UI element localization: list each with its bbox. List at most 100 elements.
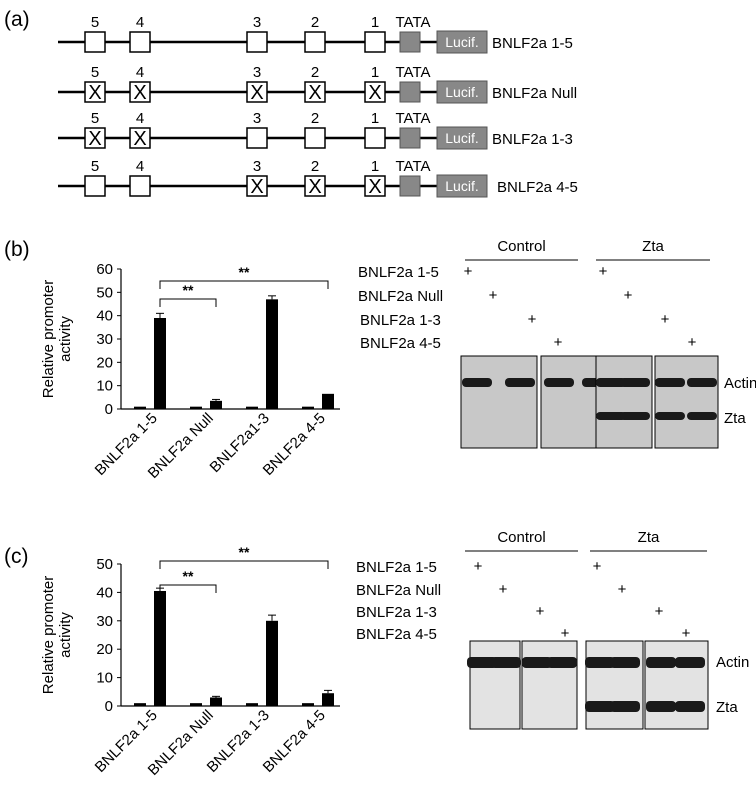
band-label-zta: Zta bbox=[716, 699, 738, 716]
site-number: 1 bbox=[371, 64, 379, 81]
mutation-mark: X bbox=[368, 176, 381, 198]
group-label: Control bbox=[497, 238, 545, 255]
y-tick-label: 10 bbox=[96, 670, 113, 687]
bar bbox=[266, 620, 278, 706]
row-label: BNLF2a 1-3 bbox=[356, 604, 437, 621]
plus-sign: + bbox=[554, 334, 563, 351]
mutation-mark: X bbox=[308, 82, 321, 104]
significance-label: ** bbox=[183, 282, 194, 298]
actin-band bbox=[620, 378, 650, 387]
significance-label: ** bbox=[183, 568, 194, 584]
actin-band bbox=[655, 378, 685, 387]
actin-band bbox=[610, 657, 640, 668]
actin-band bbox=[646, 657, 676, 668]
actin-band bbox=[585, 657, 615, 668]
site-number: 4 bbox=[136, 110, 144, 127]
luciferase-box bbox=[436, 30, 488, 54]
y-tick-label: 0 bbox=[105, 698, 113, 715]
plus-sign: + bbox=[682, 625, 691, 642]
construct-row: 5 4 3 2 1 TATA Lucif. BNLF2a 1-5 bbox=[58, 14, 573, 54]
bar bbox=[154, 590, 166, 706]
row-label: BNLF2a 1-5 bbox=[356, 559, 437, 576]
actin-band bbox=[675, 657, 705, 668]
bar bbox=[134, 406, 146, 409]
bar bbox=[190, 406, 202, 409]
plus-sign: + bbox=[688, 334, 697, 351]
y-tick-label: 20 bbox=[96, 641, 113, 658]
actin-band bbox=[547, 657, 577, 668]
membrane bbox=[644, 640, 709, 730]
zta-binding-site bbox=[246, 81, 268, 103]
y-axis-label: Relative promoter bbox=[40, 280, 57, 398]
group-label: Zta bbox=[642, 238, 664, 255]
site-number: 3 bbox=[253, 158, 261, 175]
zta-binding-site bbox=[304, 175, 326, 197]
y-axis-label: Relative promoter bbox=[40, 576, 57, 694]
luciferase-box bbox=[436, 126, 488, 150]
site-number: 1 bbox=[371, 14, 379, 31]
membrane bbox=[469, 640, 521, 730]
zta-binding-site bbox=[129, 81, 151, 103]
blot-membrane bbox=[654, 355, 719, 449]
row-label: BNLF2a 1-3 bbox=[360, 312, 441, 329]
zta-binding-site bbox=[304, 81, 326, 103]
mutation-mark: X bbox=[250, 82, 263, 104]
bar bbox=[246, 406, 258, 409]
band-label-zta: Zta bbox=[724, 410, 746, 427]
construct-name: BNLF2a 1-3 bbox=[492, 131, 573, 148]
zta-binding-site bbox=[246, 175, 268, 197]
site-number: 5 bbox=[91, 14, 99, 31]
actin-band bbox=[467, 657, 497, 668]
site-number: 3 bbox=[253, 14, 261, 31]
zta-binding-site bbox=[304, 31, 326, 53]
tata-label: TATA bbox=[396, 110, 431, 127]
tata-label: TATA bbox=[396, 14, 431, 31]
plus-sign: + bbox=[561, 625, 570, 642]
significance-bracket bbox=[159, 560, 329, 569]
construct-name: BNLF2a 4-5 bbox=[497, 179, 578, 196]
row-label: BNLF2a 4-5 bbox=[356, 626, 437, 643]
site-number: 3 bbox=[253, 110, 261, 127]
actin-band bbox=[687, 378, 717, 387]
bar bbox=[210, 697, 222, 706]
significance-bracket bbox=[159, 584, 217, 593]
zta-binding-site bbox=[364, 81, 386, 103]
plus-sign: + bbox=[536, 603, 545, 620]
y-tick-label: 40 bbox=[96, 584, 113, 601]
actin-band bbox=[505, 378, 535, 387]
plus-sign: + bbox=[499, 581, 508, 598]
luciferase-label: Lucif. bbox=[445, 84, 478, 100]
plus-sign: + bbox=[624, 287, 633, 304]
zta-binding-site bbox=[129, 175, 151, 197]
mutation-mark: X bbox=[88, 82, 101, 104]
band-label-actin: Actin bbox=[724, 375, 756, 392]
plus-sign: + bbox=[528, 311, 537, 328]
group-label: Zta bbox=[638, 529, 660, 546]
tata-label: TATA bbox=[396, 64, 431, 81]
blot-membrane bbox=[644, 640, 709, 730]
bar bbox=[322, 693, 334, 706]
luciferase-box bbox=[436, 80, 488, 104]
group-label: Control bbox=[497, 529, 545, 546]
y-tick-label: 60 bbox=[96, 261, 113, 278]
actin-band bbox=[491, 657, 521, 668]
bar bbox=[210, 400, 222, 409]
panel-c-label: (c) bbox=[4, 545, 29, 568]
bar bbox=[302, 406, 314, 409]
row-label: BNLF2a 1-5 bbox=[358, 264, 439, 281]
plus-sign: + bbox=[655, 603, 664, 620]
bar bbox=[266, 299, 278, 409]
tata-box bbox=[399, 127, 421, 149]
y-tick-label: 0 bbox=[105, 401, 113, 418]
mutation-mark: X bbox=[133, 82, 146, 104]
y-tick-label: 30 bbox=[96, 613, 113, 630]
y-tick-label: 50 bbox=[96, 556, 113, 573]
luciferase-label: Lucif. bbox=[445, 130, 478, 146]
panel-b-label: (b) bbox=[4, 238, 30, 261]
site-number: 4 bbox=[136, 158, 144, 175]
zta-band bbox=[596, 412, 626, 420]
site-number: 5 bbox=[91, 64, 99, 81]
